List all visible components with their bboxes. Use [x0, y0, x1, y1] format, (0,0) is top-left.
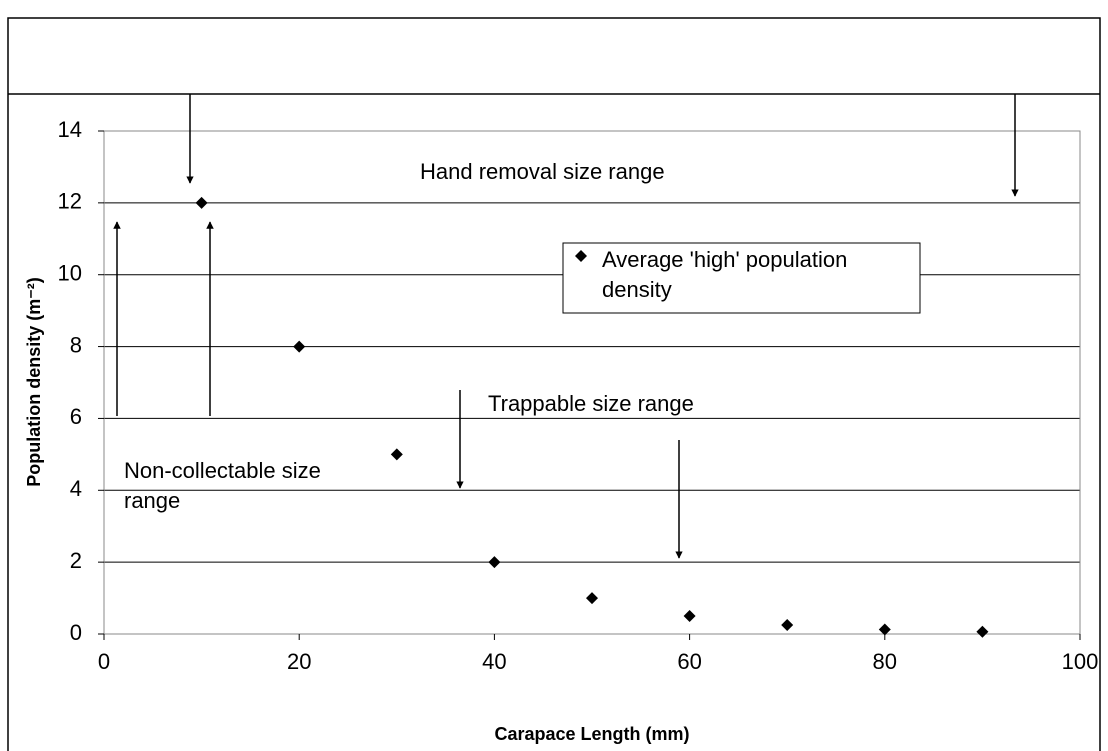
legend-marker: [575, 250, 587, 262]
annotation: Trappable size range: [488, 391, 694, 416]
y-tick-label: 6: [70, 404, 82, 429]
point: [683, 610, 696, 623]
y-tick-label: 0: [70, 620, 82, 645]
point: [293, 340, 306, 353]
y-axis-label: Population density (m⁻²): [24, 277, 44, 487]
point: [488, 556, 501, 569]
plot-area: [103, 130, 1081, 635]
y-tick-label: 10: [58, 261, 82, 286]
annotation: Hand removal size range: [420, 159, 665, 184]
x-tick-label: 60: [677, 649, 701, 674]
frame: [7, 17, 1101, 751]
legend-label: Average 'high' population density: [602, 247, 848, 302]
annotation: Non-collectable size range: [124, 458, 321, 513]
y-tick-label: 8: [70, 332, 82, 357]
point: [586, 592, 598, 605]
x-tick-label: 80: [873, 649, 897, 674]
x-tick-label: 0: [98, 649, 110, 674]
x-tick-label: 20: [287, 649, 311, 674]
point: [195, 196, 208, 209]
x-axis-label: Carapace Length (mm): [494, 724, 689, 744]
arrows: [113, 94, 1019, 559]
point: [878, 623, 891, 636]
point: [390, 448, 403, 461]
y-tick-label: 2: [70, 548, 82, 573]
x-tick-label: 40: [482, 649, 506, 674]
y-tick-label: 12: [58, 189, 82, 214]
legend: [562, 242, 921, 314]
y-tick-label: 4: [70, 476, 82, 501]
point: [781, 619, 794, 632]
point: [976, 625, 989, 638]
x-tick-label: 100: [1062, 649, 1099, 674]
y-tick-label: 14: [58, 117, 82, 142]
